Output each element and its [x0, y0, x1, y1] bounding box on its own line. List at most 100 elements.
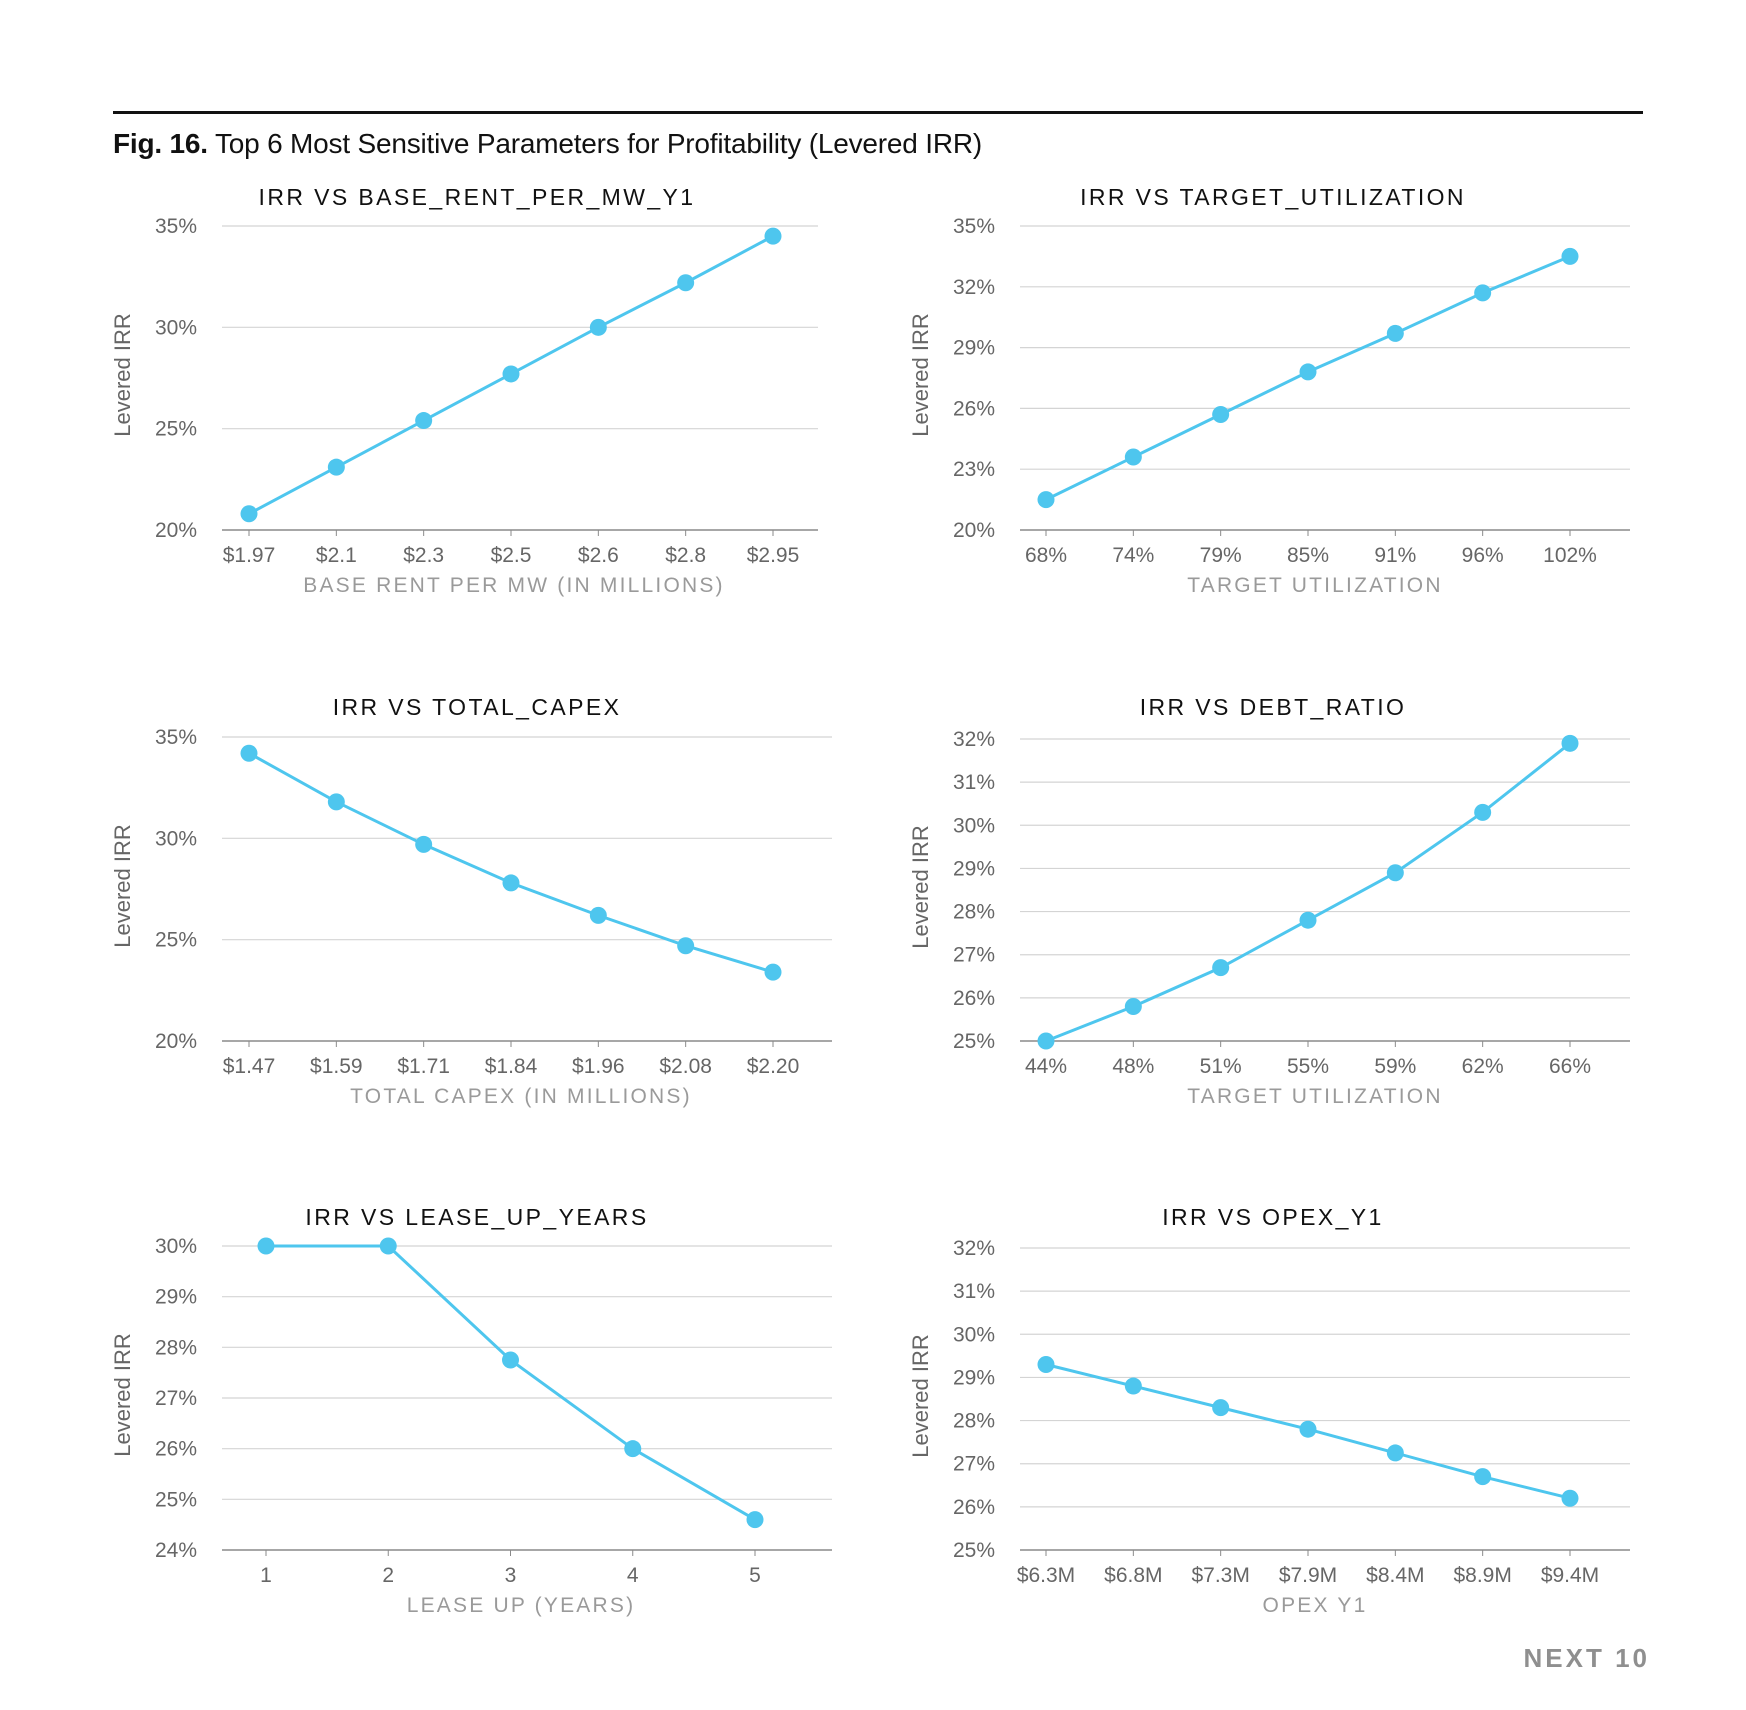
y-tick-label: 35%: [155, 726, 197, 749]
y-tick-label: 27%: [155, 1387, 197, 1410]
chart-panel-3: IRR VS TOTAL_CAPEX 20% 25% 30% 35% $1.47 $1.59…: [110, 694, 832, 1108]
x-axis-label: TOTAL CAPEX (IN MILLIONS): [350, 1085, 692, 1108]
x-tick-label: 68%: [1025, 544, 1067, 567]
data-point: [677, 937, 695, 955]
data-point: [240, 744, 258, 762]
data-point: [415, 412, 433, 430]
x-tick-label: $2.5: [491, 544, 532, 567]
x-tick-label: $2.8: [665, 544, 706, 567]
x-tick-label: $1.71: [397, 1055, 450, 1078]
page-footer-label: NEXT 10: [1523, 1643, 1650, 1673]
data-point: [1299, 363, 1317, 381]
x-tick-label: 1: [260, 1564, 272, 1587]
data-point: [502, 874, 520, 892]
x-tick-label: 79%: [1200, 544, 1242, 567]
y-tick-label: 20%: [155, 1030, 197, 1053]
data-point: [1212, 959, 1230, 977]
x-tick-label: $1.84: [485, 1055, 538, 1078]
data-point: [1124, 997, 1142, 1015]
y-tick-label: 29%: [953, 337, 995, 360]
x-tick-label: 51%: [1200, 1055, 1242, 1078]
chart-panel-2: IRR VS TARGET_UTILIZATION 20% 23% 26% 29% 32%…: [908, 184, 1630, 597]
data-point: [1561, 1489, 1579, 1507]
data-point: [1474, 803, 1492, 821]
x-tick-label: 48%: [1112, 1055, 1154, 1078]
data-point: [1212, 1399, 1230, 1417]
data-point: [1124, 448, 1142, 466]
y-tick-label: 35%: [953, 215, 995, 238]
data-point: [746, 1511, 764, 1529]
x-tick-label: $2.3: [403, 544, 444, 567]
y-tick-label: 30%: [155, 1235, 197, 1258]
y-tick-label: 20%: [155, 519, 197, 542]
y-tick-label: 26%: [953, 1496, 995, 1519]
y-tick-label: 25%: [155, 929, 197, 952]
y-tick-label: 25%: [155, 1488, 197, 1511]
data-point: [257, 1237, 275, 1255]
chart-title: IRR VS TOTAL_CAPEX: [333, 694, 622, 720]
data-point: [764, 227, 782, 245]
y-tick-label: 25%: [155, 418, 197, 441]
x-tick-label: $8.9M: [1453, 1564, 1511, 1587]
y-axis-label: Levered IRR: [110, 1333, 135, 1457]
x-tick-label: $1.97: [223, 544, 276, 567]
x-axis-label: LEASE UP (YEARS): [407, 1594, 636, 1617]
x-tick-label: 4: [627, 1564, 639, 1587]
x-tick-label: $2.20: [747, 1055, 800, 1078]
x-tick-label: $1.59: [310, 1055, 363, 1078]
y-axis-label: Levered IRR: [908, 825, 933, 949]
data-point: [415, 835, 433, 853]
data-point: [589, 906, 607, 924]
data-point: [1037, 1355, 1055, 1373]
y-tick-label: 27%: [953, 1453, 995, 1476]
chart-panel-1: IRR VS BASE_RENT_PER_MW_Y1 20% 25% 30% 35% $1…: [110, 184, 818, 597]
chart-panel-5: IRR VS LEASE_UP_YEARS 24% 25% 26% 27% 28% 29% 3…: [110, 1204, 832, 1617]
data-point: [240, 505, 258, 523]
data-point: [1299, 1420, 1317, 1438]
x-tick-label: $2.95: [747, 544, 800, 567]
data-point: [677, 274, 695, 292]
data-point: [1386, 864, 1404, 882]
y-tick-label: 25%: [953, 1030, 995, 1053]
y-tick-label: 26%: [953, 987, 995, 1010]
data-point: [1037, 1032, 1055, 1050]
data-point: [624, 1440, 642, 1458]
y-tick-label: 32%: [953, 1237, 995, 1260]
y-tick-label: 31%: [953, 1280, 995, 1303]
data-point: [1212, 405, 1230, 423]
data-point: [1299, 911, 1317, 929]
data-point: [1124, 1377, 1142, 1395]
data-point: [1386, 1444, 1404, 1462]
y-tick-label: 28%: [155, 1336, 197, 1359]
y-tick-label: 28%: [953, 901, 995, 924]
y-tick-label: 25%: [953, 1539, 995, 1562]
y-tick-label: 29%: [953, 857, 995, 880]
y-axis-label: Levered IRR: [908, 1334, 933, 1458]
top-rule: [113, 111, 1643, 114]
y-axis-label: Levered IRR: [110, 824, 135, 948]
x-tick-label: 44%: [1025, 1055, 1067, 1078]
data-point: [1386, 324, 1404, 342]
data-point: [589, 318, 607, 336]
y-tick-label: 26%: [953, 397, 995, 420]
data-point: [502, 365, 520, 383]
data-point: [1037, 491, 1055, 509]
data-point: [764, 963, 782, 981]
figure-label: Fig. 16.: [113, 128, 208, 159]
y-tick-label: 32%: [953, 276, 995, 299]
y-tick-label: 28%: [953, 1410, 995, 1433]
chart-title: IRR VS TARGET_UTILIZATION: [1080, 184, 1466, 210]
chart-panel-4: IRR VS DEBT_RATIO 25% 26% 27% 28% 29% 30% 31% 32…: [908, 694, 1630, 1108]
y-tick-label: 31%: [953, 771, 995, 794]
data-point: [1474, 284, 1492, 302]
x-tick-label: $7.9M: [1279, 1564, 1337, 1587]
chart-title: IRR VS BASE_RENT_PER_MW_Y1: [259, 184, 696, 210]
y-tick-label: 27%: [953, 944, 995, 967]
y-tick-label: 20%: [953, 519, 995, 542]
y-tick-label: 26%: [155, 1438, 197, 1461]
x-tick-label: $2.08: [659, 1055, 712, 1078]
y-tick-label: 30%: [155, 827, 197, 850]
x-tick-label: 66%: [1549, 1055, 1591, 1078]
x-tick-label: 55%: [1287, 1055, 1329, 1078]
